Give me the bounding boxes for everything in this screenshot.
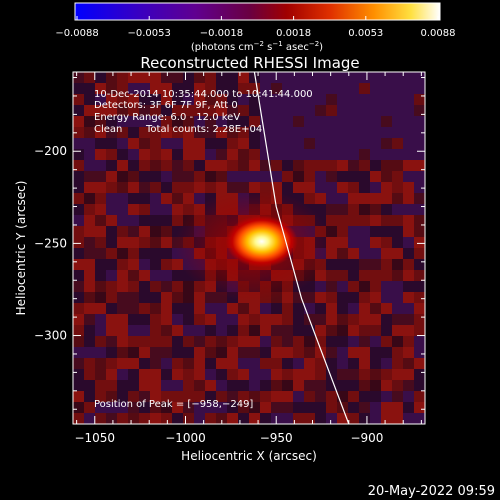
image-plot xyxy=(73,72,425,424)
x-tick-label: −950 xyxy=(260,431,293,445)
y-tick-label: −250 xyxy=(34,236,67,250)
colorbar-unit: (photons cm−2 s−1 asec−2) xyxy=(191,40,323,53)
colorbar xyxy=(74,2,441,21)
y-tick-label: −200 xyxy=(34,144,67,158)
solar-limb-line xyxy=(253,72,350,424)
y-axis-label: Heliocentric Y (arcsec) xyxy=(14,181,28,316)
x-tick-label: −1000 xyxy=(165,431,206,445)
colorbar-tick-label: 0.0053 xyxy=(348,28,383,39)
annotation-time-range: 10-Dec-2014 10:35:44.000 to 10:41:44.000 xyxy=(94,89,313,100)
chart-title: Reconstructed RHESSI Image xyxy=(140,54,359,72)
annotation-detectors: Detectors: 3F 6F 7F 9F, Att 0 xyxy=(94,100,238,111)
x-axis-label: Heliocentric X (arcsec) xyxy=(181,449,317,463)
colorbar-tick-label: 0.0088 xyxy=(421,28,456,39)
x-tick-label: −1050 xyxy=(74,431,115,445)
axis-ticks: −1050 −1000 −950 −900 −200 −250 −300 xyxy=(34,72,425,445)
x-tick-label: −900 xyxy=(350,431,383,445)
colorbar-tick-label: 0.0018 xyxy=(276,28,311,39)
flare-source xyxy=(225,215,298,268)
colorbar-tick-label: −0.0053 xyxy=(128,28,171,39)
colorbar-tick-label: −0.0018 xyxy=(200,28,243,39)
annotation-peak: Position of Peak = [−958,−249] xyxy=(94,399,253,410)
annotation-counts: Total counts: 2.28E+04 xyxy=(145,124,262,135)
colorbar-ticks: −0.0088 −0.0053 −0.0018 0.0018 0.0053 0.0088 xyxy=(55,16,456,39)
colorbar-tick-label: −0.0088 xyxy=(55,28,98,39)
y-tick-label: −300 xyxy=(34,329,67,343)
annotation-algorithm: Clean xyxy=(94,124,122,135)
annotation-energy: Energy Range: 6.0 - 12.0 keV xyxy=(94,112,240,123)
footer-date: 20-May-2022 09:59 xyxy=(368,484,495,499)
plot-frame xyxy=(72,71,426,425)
